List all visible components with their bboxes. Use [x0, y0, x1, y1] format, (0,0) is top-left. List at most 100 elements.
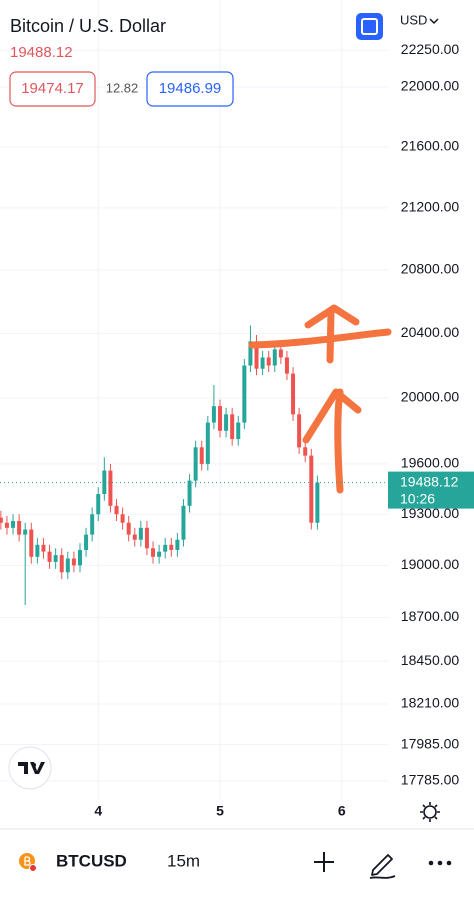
- candle-body: [17, 521, 22, 535]
- logo-dot: [32, 763, 36, 767]
- candle-body: [175, 539, 180, 550]
- candle-body: [53, 555, 58, 562]
- y-tick-label: 17785.00: [401, 772, 460, 788]
- y-tick-label: 22000.00: [401, 78, 460, 94]
- more-button[interactable]: [446, 860, 452, 866]
- candle-body: [291, 373, 296, 415]
- candles: [0, 325, 320, 606]
- y-tick-label: 20000.00: [401, 389, 460, 405]
- y-tick-label: 22250.00: [401, 41, 460, 57]
- logo-mark: [18, 762, 45, 774]
- drawing-arrow-head: [302, 388, 362, 444]
- add-button[interactable]: [314, 852, 334, 872]
- x-tick-label: 6: [338, 803, 346, 819]
- candle-body: [132, 534, 137, 540]
- candle-body: [65, 558, 70, 573]
- y-tick-label: 19000.00: [401, 556, 460, 572]
- price-tag-value: 19488.12: [400, 473, 459, 489]
- symbol-title: Bitcoin / U.S. Dollar: [10, 16, 166, 36]
- candle-body: [108, 470, 113, 506]
- candle-body: [303, 447, 308, 456]
- interval[interactable]: 15m: [167, 851, 200, 870]
- settings-button[interactable]: [423, 805, 437, 819]
- candle-body: [59, 555, 64, 573]
- price-tag-time: 10:26: [400, 490, 435, 506]
- candle-body: [242, 365, 247, 423]
- draw-button[interactable]: [369, 854, 396, 879]
- drawing-arrow-head: [304, 304, 360, 329]
- y-tick-label: 17985.00: [401, 735, 460, 751]
- candle-body: [278, 349, 283, 358]
- drawings: [248, 304, 392, 494]
- candle-body: [193, 447, 198, 481]
- candle-body: [309, 455, 314, 523]
- y-tick-label: 21600.00: [401, 138, 460, 154]
- buy-button[interactable]: [146, 71, 234, 107]
- drawing-arrow: [326, 308, 335, 364]
- candle-body: [266, 357, 271, 366]
- candle-body: [126, 522, 131, 535]
- candle-body: [248, 341, 253, 366]
- drawing-arrow: [334, 388, 344, 494]
- settings-icon: [420, 802, 440, 822]
- candle-body: [23, 529, 28, 535]
- bid-price[interactable]: 19474.17: [21, 80, 84, 97]
- spread: 12.82: [106, 80, 139, 95]
- candle-body: [224, 414, 229, 431]
- candle-body: [260, 357, 265, 369]
- more-button[interactable]: [428, 860, 434, 866]
- y-tick-label: 18450.00: [401, 652, 460, 668]
- candle-body: [120, 514, 125, 523]
- candle-body: [181, 505, 186, 540]
- y-tick-label: 19600.00: [401, 455, 460, 471]
- more-button[interactable]: [437, 860, 443, 866]
- candle-body: [157, 551, 162, 557]
- logo[interactable]: [8, 746, 52, 790]
- y-tick-label: 20800.00: [401, 261, 460, 277]
- candle-body: [199, 447, 204, 464]
- candle-body: [77, 549, 82, 566]
- x-tick-label: 5: [216, 803, 224, 819]
- fullscreen-button[interactable]: [356, 13, 383, 40]
- candle-body: [11, 521, 16, 528]
- y-tick-label: 18210.00: [401, 695, 460, 711]
- y-tick-label: 21200.00: [401, 199, 460, 215]
- y-tick-label: 19300.00: [401, 505, 460, 521]
- candle-body: [114, 505, 119, 515]
- candle-body: [315, 482, 320, 523]
- candle-body: [90, 514, 95, 535]
- candle-body: [47, 551, 52, 562]
- currency[interactable]: USD: [400, 12, 427, 27]
- currency-chevron[interactable]: [429, 18, 439, 25]
- candle-body: [211, 406, 216, 423]
- ask-price[interactable]: 19486.99: [159, 80, 222, 97]
- axes: 22250.00 22000.00 21600.00 21200.00 20800.00…: [94, 41, 459, 819]
- candle-body: [254, 341, 259, 369]
- candle-body: [35, 544, 40, 557]
- candle-body: [217, 406, 222, 431]
- candle-body: [84, 534, 89, 550]
- candle-body: [205, 422, 210, 464]
- candle-body: [272, 349, 277, 366]
- y-tick-label: 18700.00: [401, 608, 460, 624]
- candle-body: [0, 517, 3, 523]
- candle-body: [29, 529, 34, 557]
- bitcoin-glyph: [24, 856, 31, 866]
- candle-body: [41, 544, 46, 552]
- fullscreen-icon: [361, 18, 378, 35]
- price-tag: [388, 471, 474, 509]
- candle-body: [187, 480, 192, 506]
- sell-button[interactable]: [9, 71, 96, 107]
- candle-body: [236, 422, 241, 440]
- candle-body: [297, 414, 302, 448]
- drawing-line: [248, 328, 392, 349]
- y-tick-label: 20400.00: [401, 324, 460, 340]
- symbol[interactable]: BTCUSD: [56, 851, 127, 870]
- candle-body: [284, 357, 289, 374]
- last-price: 19488.12: [10, 44, 73, 61]
- candle-body: [151, 548, 156, 557]
- candle-body: [163, 544, 168, 552]
